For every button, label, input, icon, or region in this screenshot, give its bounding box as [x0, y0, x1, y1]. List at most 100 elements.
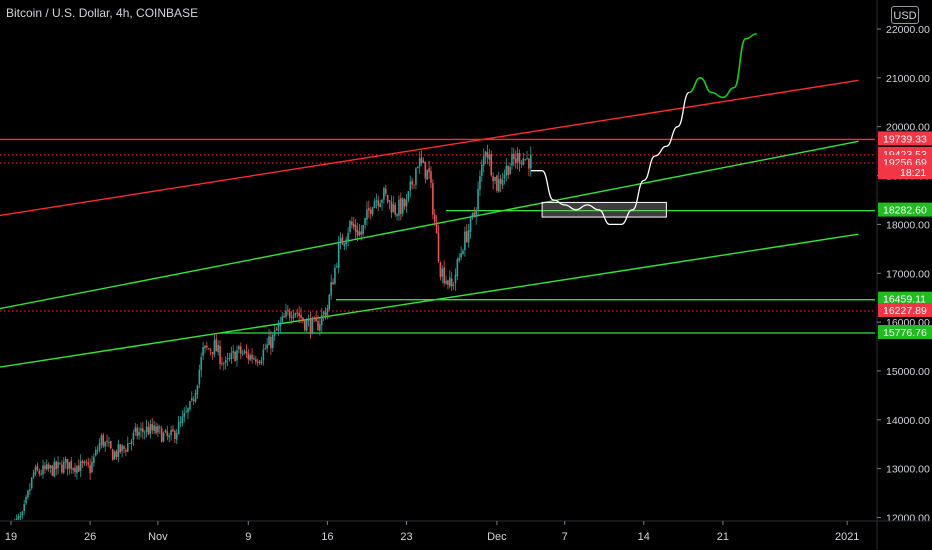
candle-body	[513, 153, 515, 160]
candle-body	[494, 177, 496, 181]
candle-body	[530, 154, 532, 169]
candle-body	[32, 472, 35, 478]
candle-body	[247, 353, 250, 360]
candle-body	[249, 355, 251, 361]
candle-body	[268, 336, 270, 346]
candle-body	[270, 336, 272, 349]
candle-body	[287, 309, 289, 311]
candle-body	[518, 152, 521, 164]
candle-body	[206, 345, 208, 348]
axis-tick-label: 20000.00	[886, 122, 930, 134]
candle-body	[209, 349, 212, 351]
candle-body	[175, 433, 178, 440]
candle-body	[304, 320, 306, 331]
candle-body	[371, 207, 374, 215]
candle-body	[102, 434, 105, 447]
candle-body	[255, 359, 257, 362]
candle-body	[164, 430, 167, 433]
candle-body	[215, 339, 218, 352]
time-tick-label: Dec	[487, 531, 507, 543]
candle-body	[183, 413, 186, 417]
candles-layer	[14, 144, 532, 520]
candle-body	[445, 280, 447, 284]
candle-body	[51, 465, 54, 476]
candle-body	[245, 351, 248, 354]
candle-body	[496, 175, 498, 191]
candle-body	[407, 191, 410, 200]
candle-body	[217, 344, 219, 353]
candle-body	[187, 408, 189, 413]
candle-body	[166, 431, 169, 437]
candle-body	[369, 209, 372, 214]
candle-body	[283, 316, 285, 318]
candle-body	[394, 205, 396, 215]
candle-body	[76, 465, 78, 474]
countdown-badge	[878, 165, 932, 180]
axis-tick-label: 12000.00	[886, 513, 930, 525]
candle-body	[174, 431, 176, 439]
candle-body	[433, 214, 436, 222]
candle-body	[473, 212, 476, 216]
axis-tick-label: 15000.00	[886, 366, 930, 378]
candle-body	[91, 461, 93, 473]
candle-body	[198, 369, 201, 385]
candle-body	[70, 460, 73, 470]
candle-body	[143, 432, 146, 434]
candle-body	[21, 511, 24, 516]
candle-body	[490, 153, 493, 176]
candle-body	[271, 334, 274, 349]
candle-body	[113, 451, 116, 460]
candle-body	[106, 440, 108, 442]
candle-body	[42, 465, 44, 475]
candle-body	[360, 231, 363, 235]
candle-body	[341, 237, 344, 245]
price-level-badge	[878, 291, 932, 306]
candle-body	[313, 317, 316, 319]
candle-body	[302, 317, 304, 322]
candle-body	[528, 158, 530, 169]
candle-body	[475, 210, 477, 217]
candle-body	[507, 165, 509, 176]
projection-path-white	[530, 91, 690, 226]
candle-body	[349, 221, 351, 232]
candle-body	[479, 176, 481, 190]
price-axis[interactable]: 12000.0013000.0014000.0015000.0016000.00…	[876, 0, 932, 550]
candle-body	[422, 160, 425, 164]
candle-body	[516, 153, 519, 162]
candle-body	[78, 465, 80, 472]
candle-body	[320, 315, 323, 326]
candle-body	[449, 277, 451, 287]
time-tick-label: 2021	[835, 531, 859, 543]
candle-body	[134, 427, 137, 432]
candle-body	[336, 266, 338, 268]
price-level-badge	[878, 325, 932, 340]
candle-body	[383, 188, 385, 200]
candle-body	[111, 449, 114, 461]
candle-body	[181, 416, 184, 423]
candle-body	[251, 354, 253, 360]
candle-body	[428, 168, 430, 172]
candle-body	[499, 178, 502, 184]
candle-body	[330, 282, 332, 296]
candle-body	[456, 259, 459, 277]
symbol-title: Bitcoin / U.S. Dollar, 4h, COINBASE	[6, 6, 199, 20]
candle-body	[488, 154, 491, 160]
time-tick-label: 26	[84, 531, 96, 543]
projection-path-green	[688, 33, 757, 99]
candle-body	[132, 432, 135, 440]
candle-body	[362, 225, 364, 235]
time-axis[interactable]: 19 26 Nov 9 16 23 Dec 7 14 21 2021	[0, 520, 932, 543]
axis-tick-label: 22000.00	[886, 24, 930, 36]
candle-body	[492, 176, 494, 182]
candle-body	[509, 166, 511, 175]
candle-body	[481, 164, 483, 176]
currency-button[interactable]: USD	[891, 6, 919, 24]
candle-body	[224, 360, 227, 363]
candle-body	[200, 357, 203, 371]
candle-body	[281, 316, 283, 322]
candle-body	[128, 443, 131, 444]
candle-body	[55, 461, 57, 470]
candle-body	[258, 361, 261, 363]
candle-body	[465, 231, 468, 242]
